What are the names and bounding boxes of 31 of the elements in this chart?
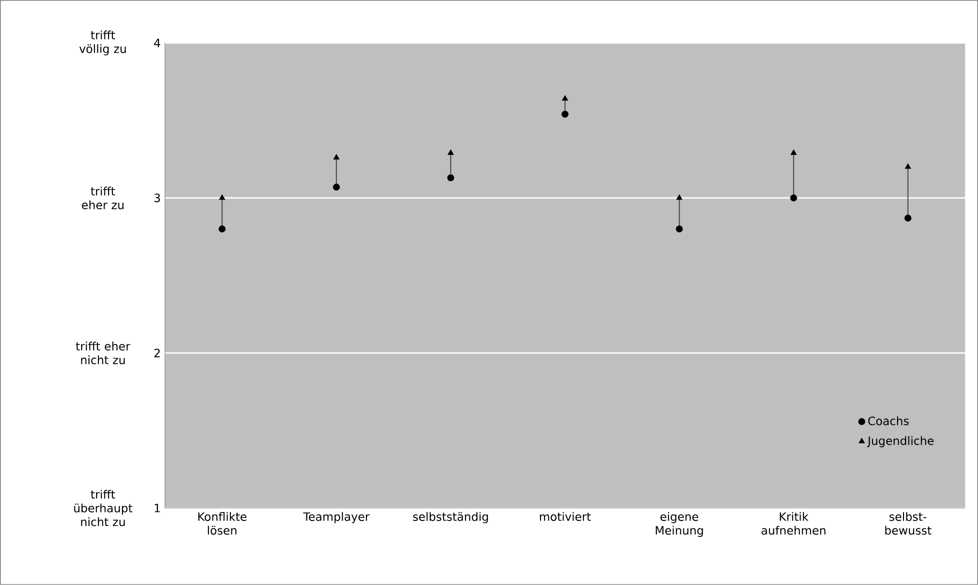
text: trifft völlig zu (79, 30, 126, 56)
point (904, 164, 911, 169)
y-tick-label: 1 (154, 504, 160, 512)
x-tick-label: Konflikte lösen (198, 512, 246, 535)
point (790, 194, 798, 202)
point (333, 154, 340, 160)
x-tick-label: motiviert (540, 512, 591, 522)
y-tick-label: 3 (154, 194, 160, 202)
point (447, 174, 454, 182)
text: trifft eher nicht zu (76, 342, 130, 364)
x-tick-label: Teamplayer (303, 512, 370, 524)
point (562, 95, 568, 101)
point (332, 184, 340, 191)
x-tick-label: selbst-bewusst (885, 512, 932, 535)
text: trifft überhaupt nicht zu (74, 490, 132, 526)
point (562, 110, 568, 118)
legend-label: Jugendliche (867, 436, 934, 448)
point (218, 226, 226, 232)
y-tick-label: 4 (154, 38, 160, 48)
x-tick-label: Kritik aufnehmen (762, 512, 826, 535)
point (219, 194, 226, 200)
point (448, 150, 454, 155)
text: trifft eher zu (82, 186, 124, 210)
point (904, 214, 912, 222)
y-tick-label: 2 (154, 348, 160, 358)
x-tick-label: eigene Meinung (656, 512, 703, 537)
point (676, 226, 683, 232)
x-tick-label: selbstständig (413, 512, 488, 524)
point (790, 150, 797, 155)
legend-label: Coachs (868, 416, 909, 426)
point (676, 194, 682, 200)
